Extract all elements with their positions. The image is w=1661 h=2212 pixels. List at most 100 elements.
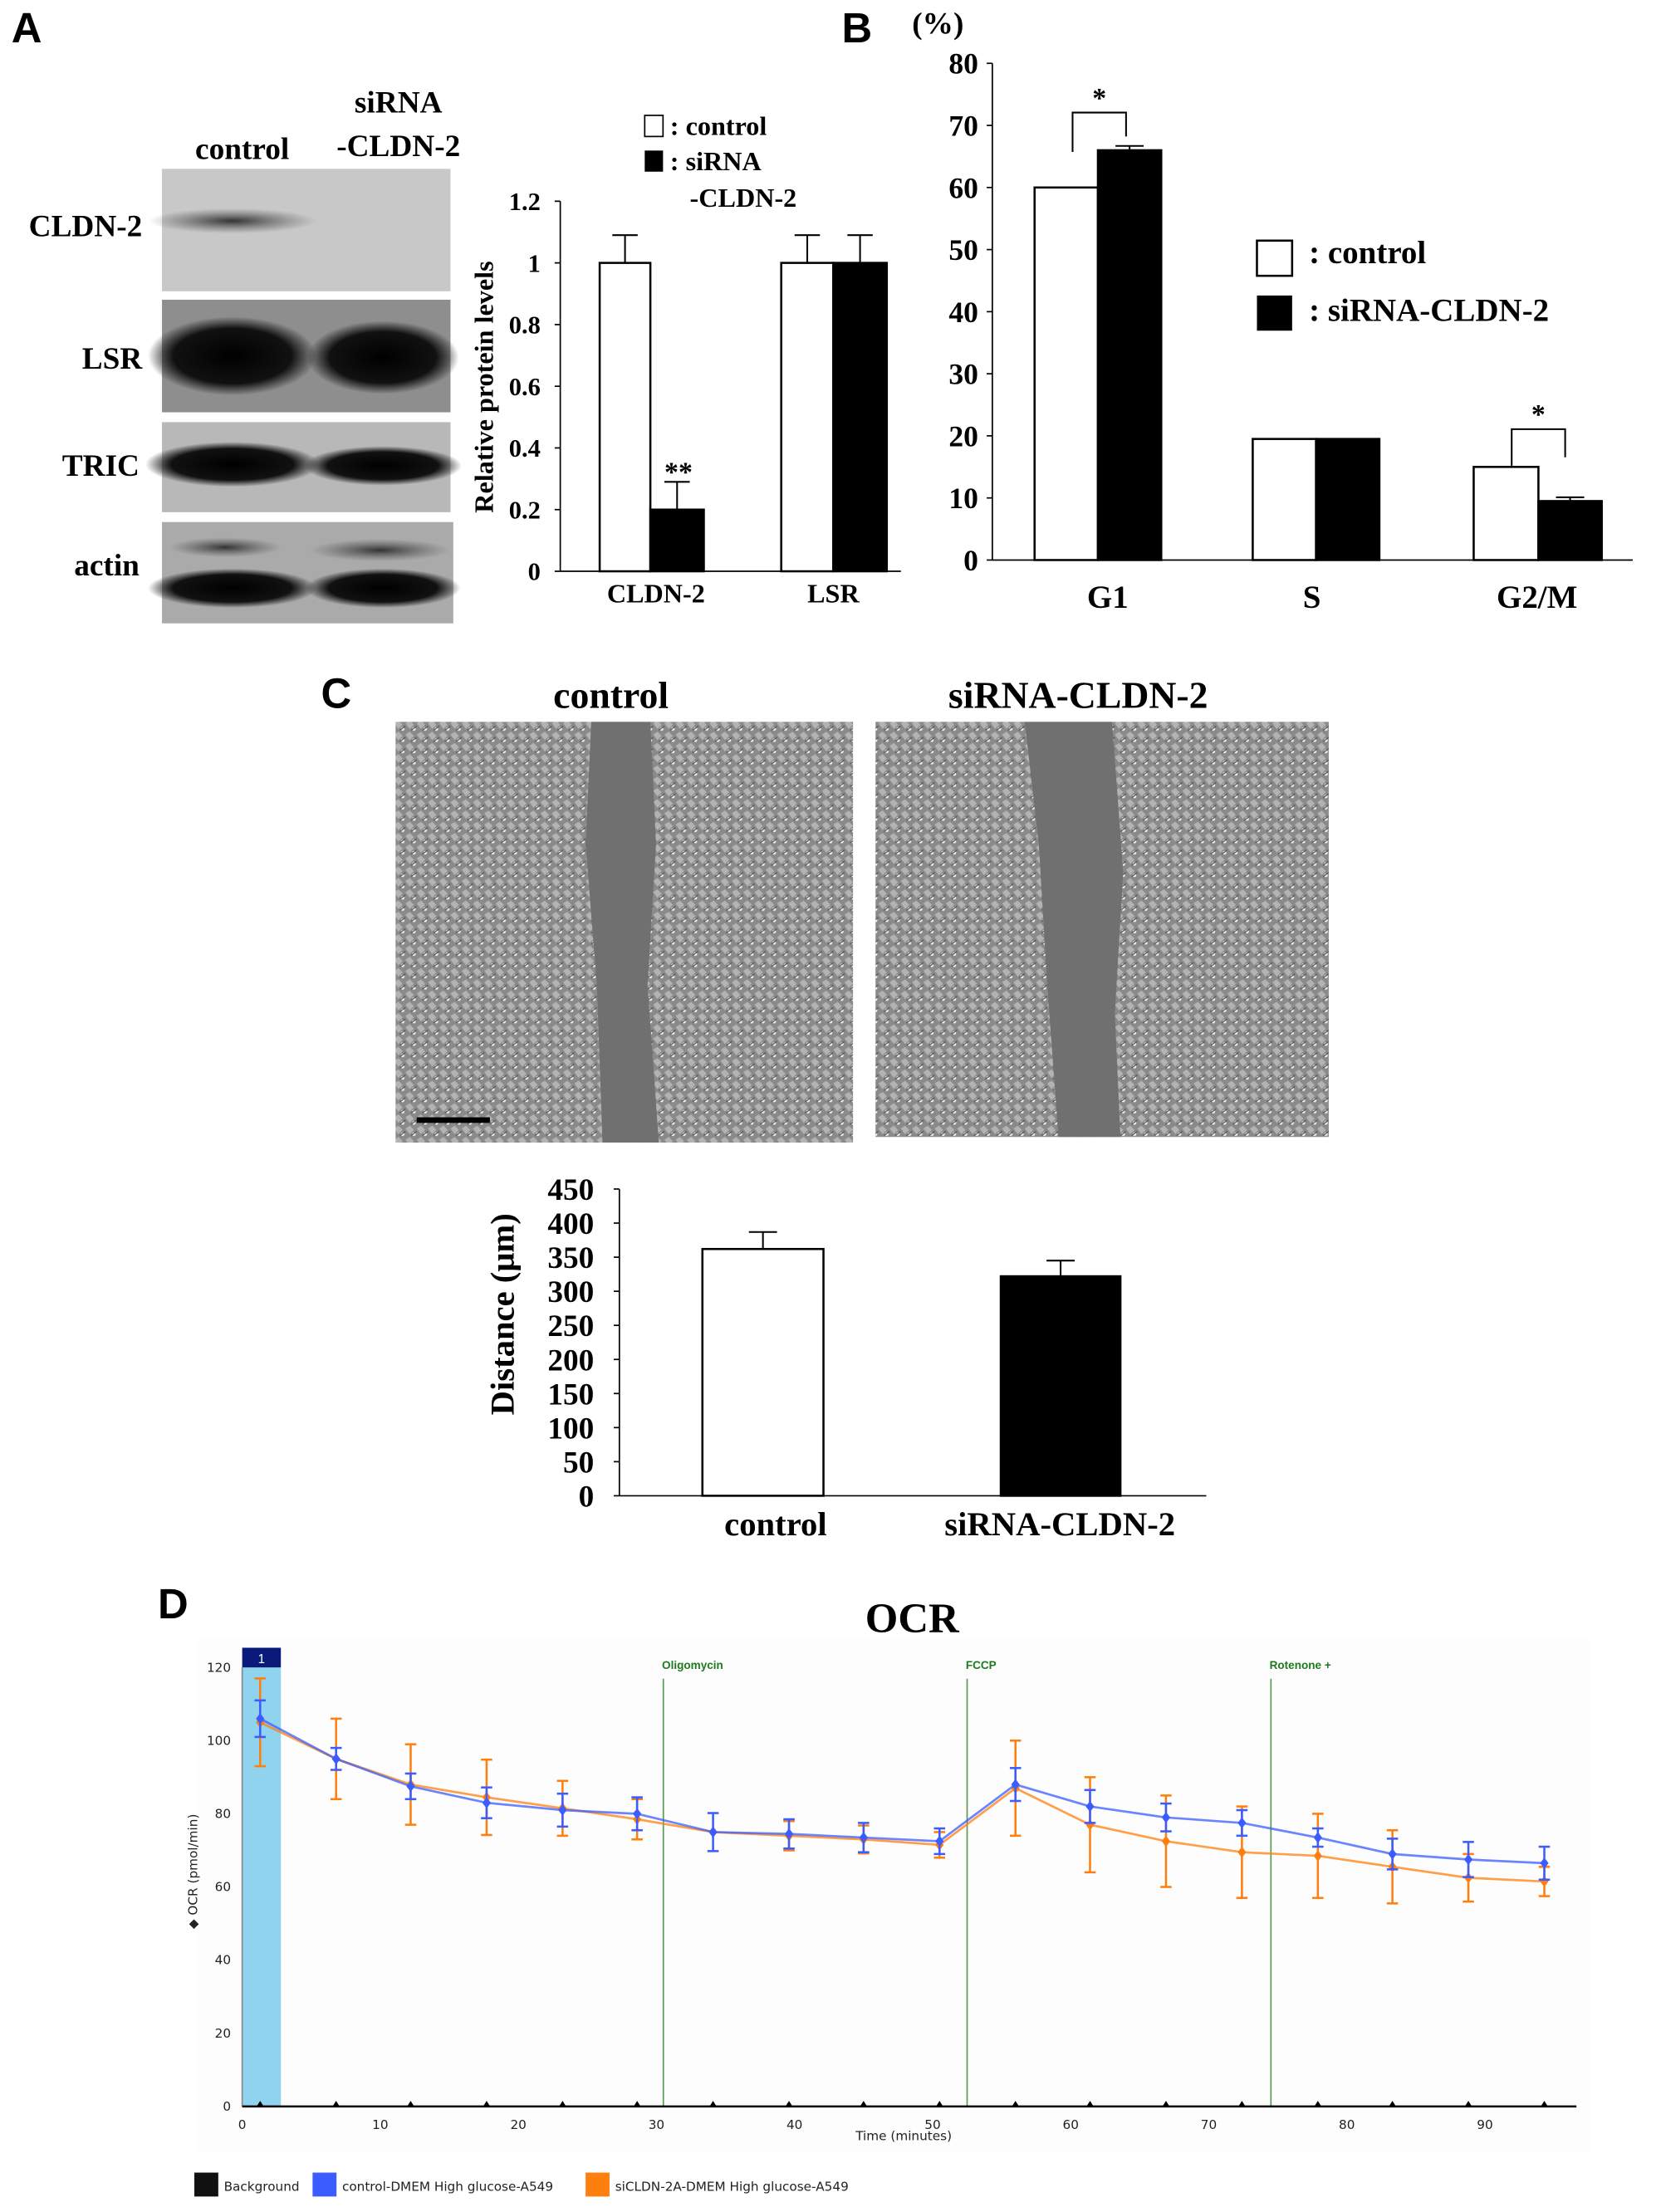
- background-marker: [1314, 2101, 1322, 2107]
- legend-swatch-control: [644, 115, 664, 138]
- y-tick-label: 150: [547, 1378, 594, 1412]
- bar-g2-m-0: [1472, 466, 1540, 561]
- bar-lsr-0: [780, 262, 835, 573]
- x-tick-label: control: [724, 1505, 826, 1543]
- background-marker: [1389, 2101, 1396, 2107]
- lane-label-sirna: siRNA: [355, 86, 443, 120]
- x-tick-label: G2/M: [1497, 580, 1577, 615]
- x-tick-label: S: [1303, 580, 1321, 615]
- y-tick-label: 0.2: [509, 496, 541, 524]
- background-marker: [407, 2101, 414, 2107]
- y-tick-label: 50: [948, 233, 978, 267]
- data-point: [784, 1828, 794, 1840]
- data-point: [1540, 1857, 1549, 1869]
- injection-label: Rotenone +: [1270, 1659, 1331, 1671]
- blot-row-label: LSR: [82, 342, 144, 376]
- region-tab: [242, 1647, 282, 1668]
- image-label-control: control: [553, 673, 669, 716]
- background-marker: [1464, 2101, 1472, 2107]
- y-axis-label: Relative protein levels: [468, 261, 498, 512]
- legend-label: siCLDN-2A-DMEM High glucose-A549: [615, 2180, 849, 2195]
- y-tick-label: 1: [528, 249, 541, 277]
- data-point: [1313, 1850, 1322, 1862]
- lane-label-control: control: [195, 132, 289, 166]
- western-blot: control siRNA -CLDN-2 CLDN-2 LSR TRIC ac…: [29, 86, 462, 624]
- y-tick-label: 400: [547, 1207, 594, 1241]
- data-point: [708, 1826, 718, 1838]
- significance-marker: *: [1531, 399, 1546, 430]
- y-tick-label: 60: [215, 1880, 231, 1895]
- legend-label: : control: [670, 111, 767, 141]
- y-tick-label: 60: [948, 171, 978, 204]
- significance-marker: *: [1092, 83, 1106, 114]
- x-tick-label: 30: [649, 2117, 664, 2132]
- blot-row-label: CLDN-2: [29, 210, 143, 244]
- blot-row-label: actin: [74, 549, 140, 583]
- y-tick-label: 0.4: [509, 434, 541, 462]
- y-tick-label: 350: [547, 1241, 594, 1275]
- x-tick-label: 90: [1477, 2117, 1492, 2132]
- legend-label: Background: [224, 2180, 300, 2195]
- y-tick-label: 0: [963, 544, 978, 577]
- data-point: [1388, 1848, 1397, 1860]
- background-marker: [936, 2101, 943, 2107]
- background-marker: [1012, 2101, 1019, 2107]
- data-point: [482, 1797, 492, 1808]
- legend-a: : control : siRNA -CLDN-2: [644, 111, 796, 213]
- x-tick-label: G1: [1087, 580, 1129, 615]
- x-tick-label: 0: [238, 2117, 247, 2132]
- y-tick-label: 0: [223, 2099, 231, 2114]
- background-marker: [257, 2101, 264, 2107]
- legend-b: : control : siRNA-CLDN-2: [1256, 235, 1549, 331]
- x-tick-label: 40: [786, 2117, 802, 2132]
- bar-g1-0: [1033, 186, 1100, 561]
- x-tick-label: siRNA-CLDN-2: [944, 1505, 1175, 1543]
- legend-swatch-sirna: [1257, 295, 1292, 331]
- background-marker: [860, 2101, 868, 2107]
- chart-a-protein-levels: 0 0.2 0.4 0.6 0.8 1 1.2 Relative protein levels…: [468, 188, 901, 608]
- legend-swatch-control: [1256, 239, 1294, 277]
- x-tick-label: 80: [1339, 2117, 1355, 2132]
- y-tick-label: 1.2: [509, 188, 541, 216]
- bar-sirna-cldn-2-0: [999, 1275, 1122, 1497]
- y-axis-label: Distance (μm): [484, 1213, 522, 1415]
- y-tick-label: 250: [547, 1309, 594, 1343]
- significance-marker: **: [664, 458, 693, 488]
- lane-label-sirna-2: -CLDN-2: [336, 130, 460, 164]
- panel-label-b: B: [842, 4, 873, 51]
- background-marker: [709, 2101, 717, 2107]
- chart-title: OCR: [865, 1595, 960, 1642]
- x-tick-label: CLDN-2: [607, 578, 705, 608]
- background-marker: [332, 2101, 340, 2107]
- bar-g2-m-1: [1537, 500, 1603, 561]
- y-tick-label: 50: [563, 1446, 594, 1480]
- bar-s-1: [1315, 438, 1381, 561]
- data-point: [1085, 1800, 1095, 1813]
- measurement-region: [242, 1667, 282, 2107]
- blot-row-label: TRIC: [62, 449, 140, 483]
- background-marker: [483, 2101, 491, 2107]
- injection-label: FCCP: [966, 1659, 997, 1671]
- data-point: [1237, 1846, 1247, 1858]
- x-tick-label: 60: [1063, 2117, 1079, 2132]
- y-tick-label: 40: [948, 296, 978, 329]
- legend-label: control-DMEM High glucose-A549: [342, 2180, 553, 2195]
- x-tick-label: 20: [510, 2117, 526, 2132]
- bar-cldn-2-0: [598, 262, 652, 573]
- y-tick-label: 80: [948, 47, 978, 81]
- bar-cldn-2-1: [649, 508, 705, 573]
- background-marker: [1086, 2101, 1094, 2107]
- x-tick-label: 50: [924, 2117, 940, 2132]
- data-point: [256, 1713, 265, 1725]
- image-label-sirna: siRNA-CLDN-2: [948, 673, 1208, 716]
- bar-control-0: [701, 1247, 825, 1497]
- micrograph-sirna: [875, 722, 1329, 1138]
- background-marker: [1238, 2101, 1246, 2107]
- region-label: 1: [258, 1652, 265, 1666]
- x-tick-label: 70: [1201, 2117, 1217, 2132]
- plot-background: [197, 1639, 1591, 2153]
- y-tick-label: 20: [948, 419, 978, 453]
- legend-swatch: [312, 2172, 337, 2197]
